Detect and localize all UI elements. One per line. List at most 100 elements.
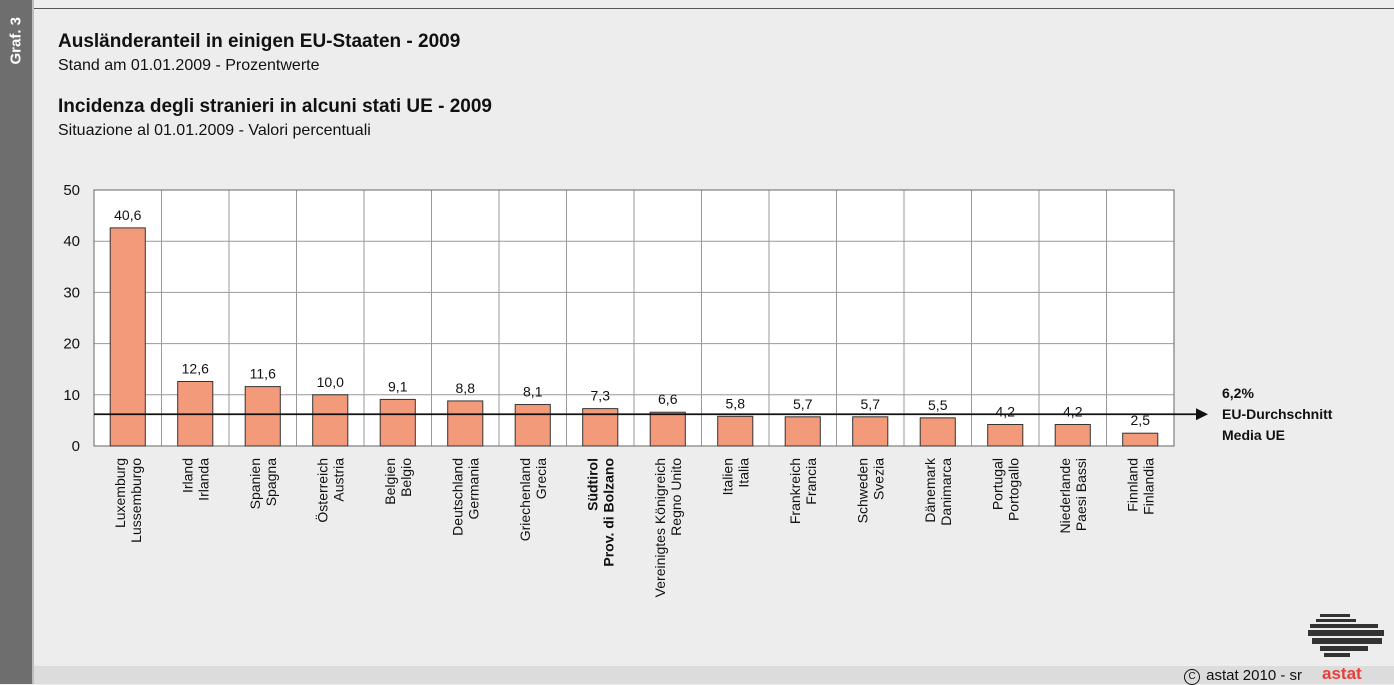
category-label-de: Griechenland (517, 458, 533, 541)
data-label: 40,6 (114, 207, 141, 223)
category-label-de: Finnland (1124, 458, 1140, 512)
category-label: Niederlande Paesi Bassi (1057, 458, 1089, 534)
data-label: 5,8 (726, 395, 746, 411)
copyright-text: astat 2010 - sr (1206, 667, 1302, 684)
category-label: Portugal Portogallo (989, 458, 1021, 521)
category-label-de: Schweden (854, 458, 870, 523)
y-tick-label: 20 (63, 336, 80, 353)
bar (109, 227, 146, 447)
category-label-it: Francia (803, 458, 819, 505)
category-label-de: Italien (719, 458, 735, 495)
category-label-de: Frankreich (787, 458, 803, 524)
y-tick-label: 30 (63, 284, 80, 301)
arrow-right-icon (1196, 408, 1208, 421)
astat-logo-icon (1308, 614, 1384, 657)
category-label-it: Portogallo (1005, 458, 1021, 521)
category-label: Spanien Spagna (247, 458, 279, 510)
category-label: Finnland Finlandia (1124, 458, 1156, 515)
chart-title-german: Ausländeranteil in einigen EU-Staaten - … (58, 31, 461, 52)
data-label: 5,7 (861, 396, 881, 412)
plot-border (93, 189, 1175, 447)
category-label: Deutschland Germania (449, 458, 481, 536)
category-label-it: Austria (330, 458, 346, 502)
y-tick-label: 40 (63, 233, 80, 250)
bar (244, 386, 281, 447)
category-label-it: Danimarca (938, 458, 954, 526)
y-tick-label: 10 (63, 387, 80, 404)
category-label-it: Spagna (263, 458, 279, 506)
data-label: 12,6 (182, 360, 209, 376)
category-label-de: Deutschland (449, 458, 465, 536)
top-divider (34, 8, 1394, 9)
data-label: 4,2 (1063, 403, 1083, 419)
category-label-de: Österreich (313, 458, 330, 523)
category-label-it: Belgio (398, 458, 414, 497)
category-label-de: Belgien (382, 458, 398, 505)
data-label: 8,1 (523, 384, 543, 400)
data-label: 11,6 (250, 366, 276, 382)
chart-title-italian: Incidenza degli stranieri in alcuni stat… (58, 96, 492, 117)
category-label: Vereinigtes Königreich Regno Unito (652, 458, 684, 598)
category-label: Frankreich Francia (787, 458, 819, 524)
category-label-it: Germania (465, 458, 481, 520)
category-label-it: Lussemburgo (128, 458, 144, 543)
bar (1122, 432, 1159, 447)
category-label: Italien Italia (719, 458, 751, 496)
bar (784, 416, 821, 447)
y-tick-label: 50 (63, 182, 80, 199)
bar (514, 404, 551, 447)
category-label-de: Portugal (989, 458, 1005, 510)
category-label-de: Dänemark (922, 457, 938, 523)
category-label: Südtirol Prov. di Bolzano (584, 458, 616, 567)
copyright-icon: C (1184, 669, 1201, 685)
bar (987, 423, 1024, 447)
category-label: Belgien Belgio (382, 458, 414, 505)
category-label: Luxemburg Lussemburgo (112, 458, 144, 543)
data-label: 8,8 (456, 380, 476, 396)
category-label-it: Prov. di Bolzano (600, 458, 616, 567)
data-label: 5,5 (928, 397, 948, 413)
chart-subtitle-italian: Situazione al 01.01.2009 - Valori percen… (58, 122, 371, 139)
bar (919, 417, 956, 447)
bar (852, 416, 889, 447)
bar (447, 400, 484, 447)
footer-bar (34, 666, 1394, 684)
bar (717, 415, 754, 447)
category-label-it: Irlanda (195, 458, 211, 501)
category-label: Schweden Svezia (854, 458, 886, 524)
category-label-it: Svezia (870, 458, 886, 500)
data-label: 9,1 (388, 378, 408, 394)
astat-logo-text: astat (1322, 664, 1362, 683)
category-label-it: Grecia (533, 458, 549, 499)
data-label: 7,3 (591, 388, 611, 404)
bar (379, 398, 416, 447)
y-tick-label: 0 (72, 438, 80, 455)
category-label-it: Finlandia (1140, 458, 1156, 515)
category-label-de: Niederlande (1057, 458, 1073, 534)
data-label: 2,5 (1131, 412, 1151, 428)
category-label-de: Spanien (247, 458, 263, 509)
category-label-it: Paesi Bassi (1073, 458, 1089, 531)
category-label: Griechenland Grecia (517, 458, 549, 541)
data-label: 10,0 (317, 374, 344, 390)
category-label-de: Südtirol (584, 458, 600, 511)
data-label: 5,7 (793, 396, 813, 412)
bar (312, 394, 349, 447)
category-label-de: Irland (179, 458, 195, 493)
eu-average-label-de: EU-Durchschnitt (1222, 406, 1333, 422)
side-strip: Graf. 3 (0, 0, 34, 684)
category-label-it: Regno Unito (668, 458, 684, 536)
category-label: Österreich Austria (313, 458, 346, 523)
data-label: 4,2 (996, 403, 1016, 419)
eu-average-label-it: Media UE (1222, 427, 1285, 443)
bar (1054, 423, 1091, 447)
bar (649, 411, 686, 447)
chart-subtitle-german: Stand am 01.01.2009 - Prozentwerte (58, 57, 320, 74)
category-label: Dänemark Danimarca (922, 457, 954, 526)
eu-average-value: 6,2% (1222, 385, 1254, 401)
category-label-de: Vereinigtes Königreich (652, 458, 668, 597)
category-label: Irland Irlanda (179, 458, 211, 501)
category-label-de: Luxemburg (112, 458, 128, 528)
